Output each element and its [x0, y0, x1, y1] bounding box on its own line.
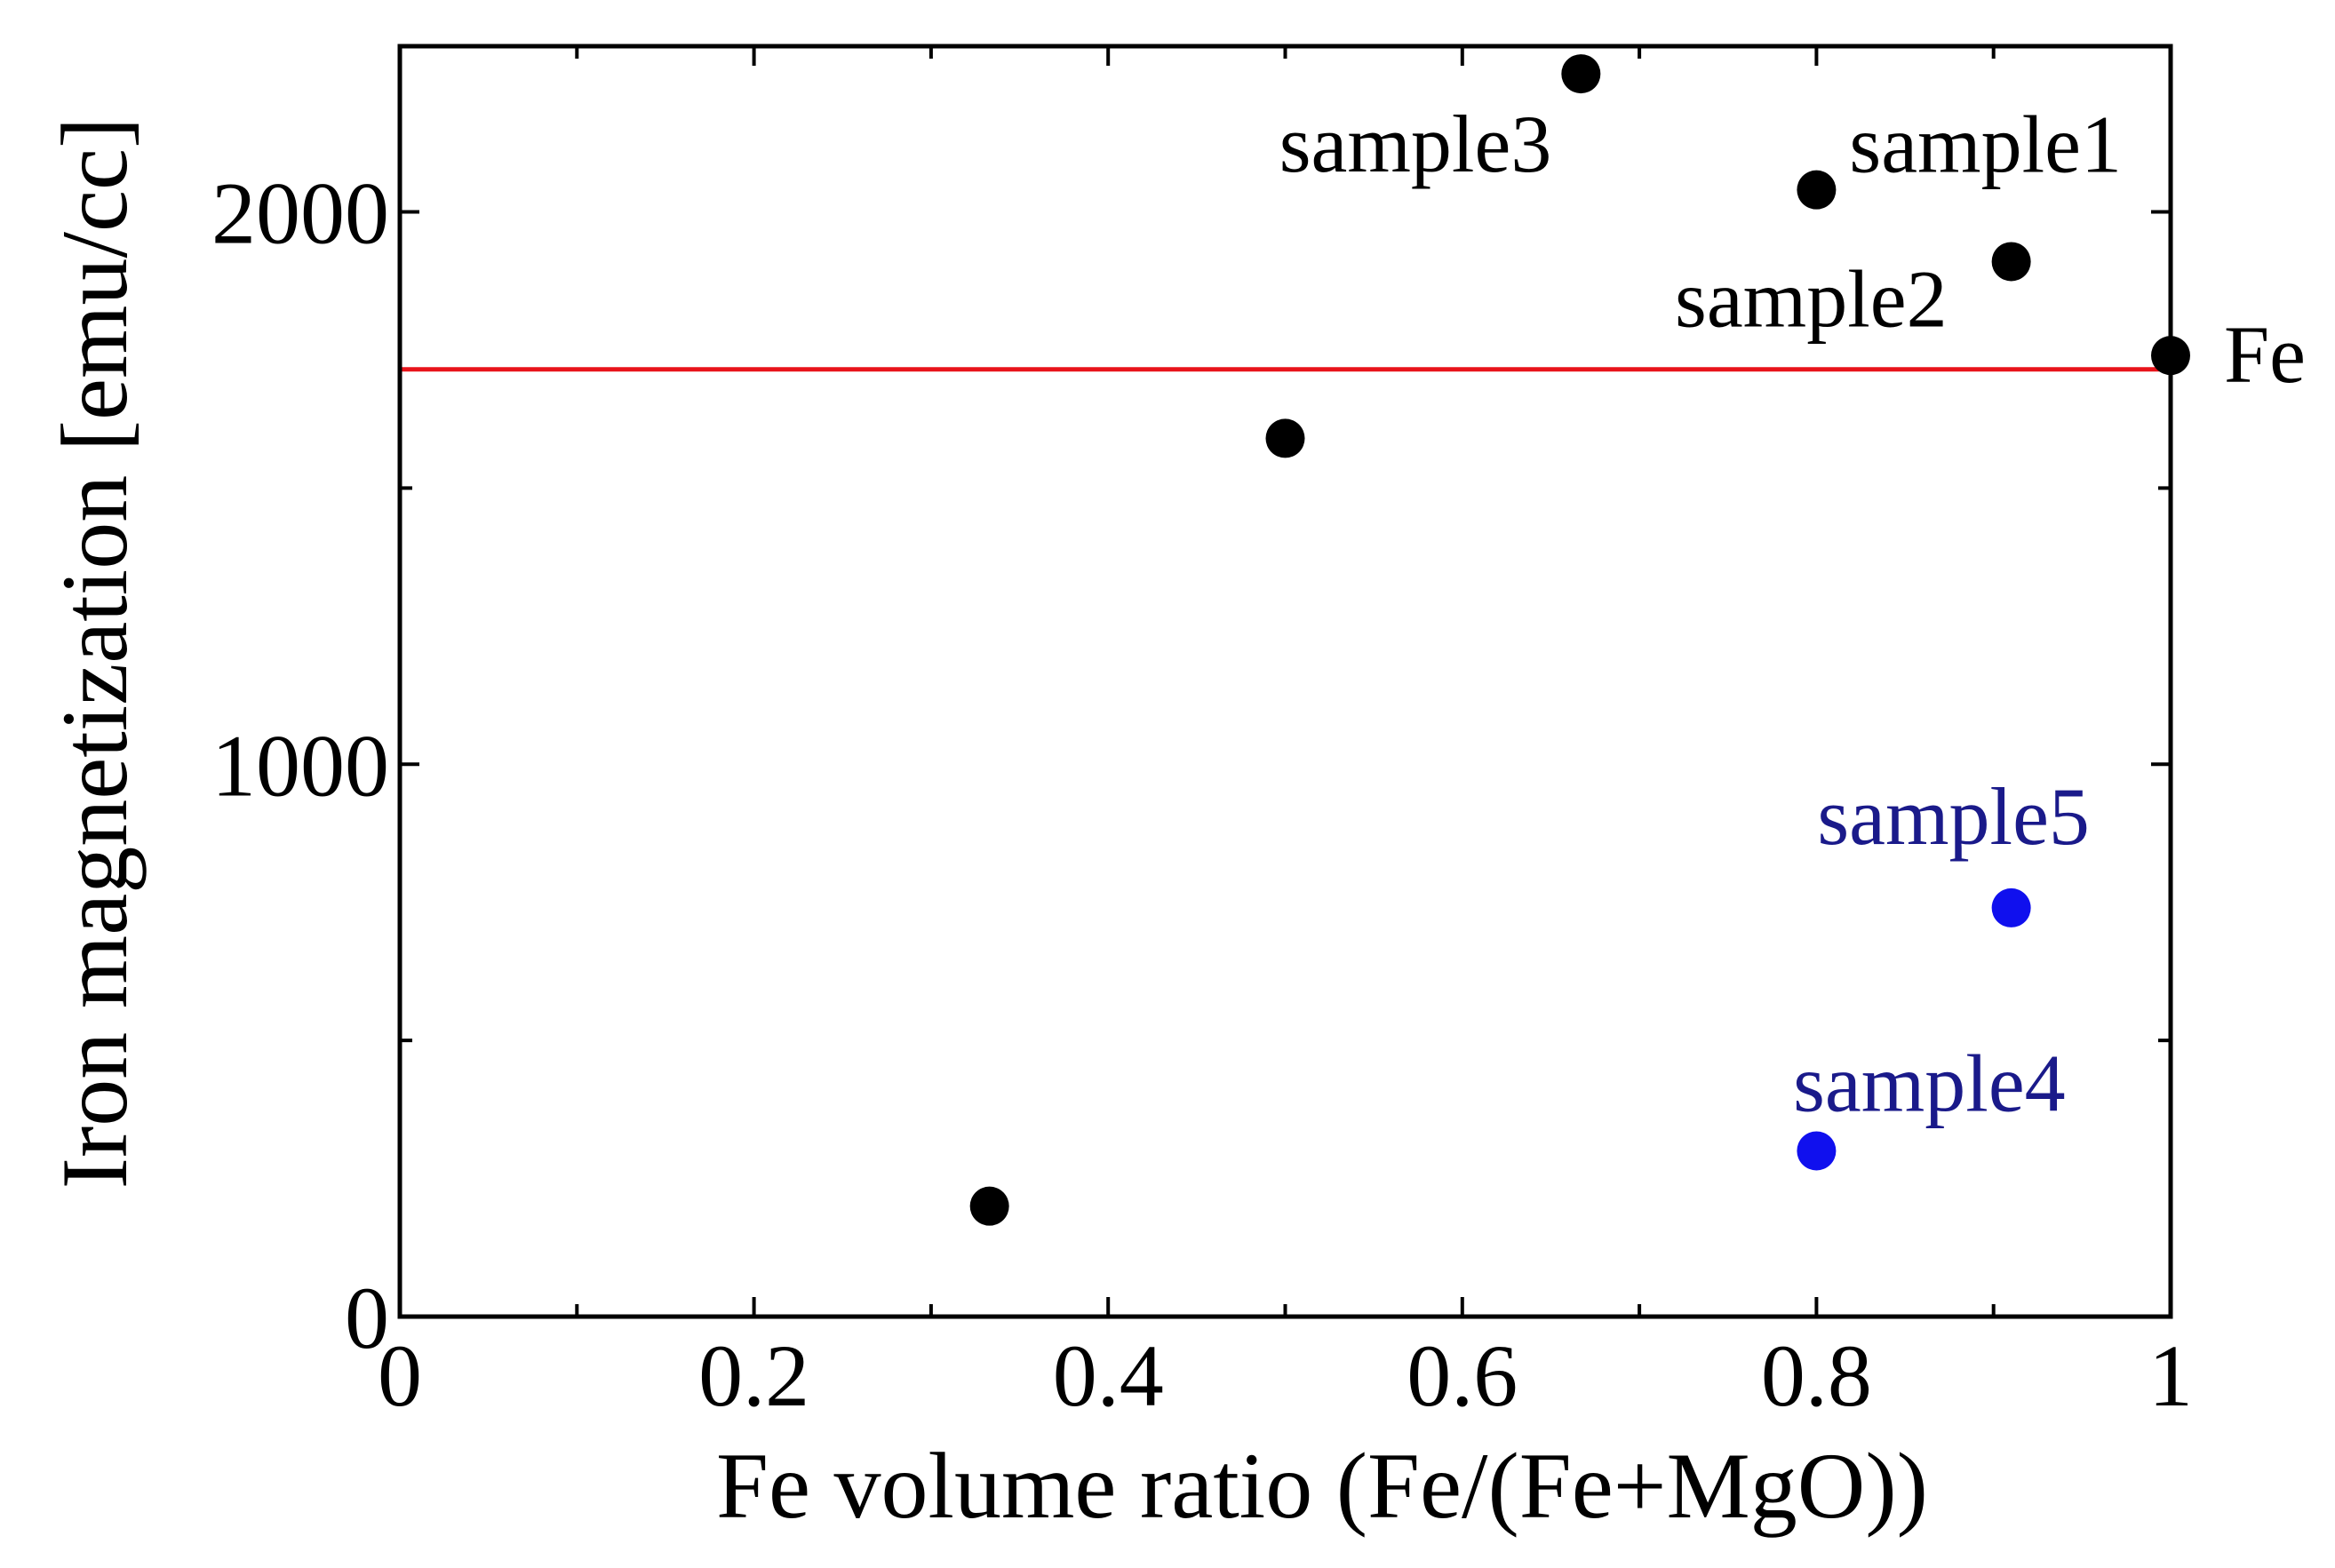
x-tick-label: 0.8: [1761, 1326, 1872, 1425]
y-tick-labels: 0 1000 2000: [211, 164, 389, 1367]
x-tick-labels: 0 0.2 0.4 0.6 0.8 1: [378, 1326, 2193, 1425]
data-point-sample3-black: [1561, 54, 1601, 94]
data-point-sample1-black: [1797, 170, 1837, 210]
point-label-sample4: sample4: [1793, 1038, 2066, 1128]
point-label-sample1: sample1: [1849, 99, 2122, 190]
x-tick-label: 0.4: [1053, 1326, 1164, 1425]
y-tick-label: 0: [345, 1269, 389, 1367]
y-axis-label: Iron magnetization [emu/cc]: [43, 117, 147, 1190]
x-tick-label: 0.6: [1407, 1326, 1518, 1425]
data-point-fe-black: [2151, 336, 2190, 376]
point-label-sample3: sample3: [1279, 99, 1552, 189]
data-point-black: [969, 1186, 1009, 1226]
point-labels: sample3 sample1 sample2 Fe sample4 sample5: [1279, 99, 2306, 1128]
plot-frame: [397, 44, 2173, 1319]
data-point-sample4-blue: [1797, 1131, 1837, 1171]
y-tick-label: 2000: [211, 164, 389, 263]
y-tick-label: 1000: [211, 716, 389, 815]
x-axis-label: Fe volume ratio (Fe/(Fe+MgO)): [716, 1434, 1928, 1538]
x-tick-label: 1: [2148, 1326, 2193, 1425]
data-point-sample5-blue: [1991, 887, 2031, 927]
x-tick-label: 0: [378, 1326, 422, 1425]
data-point-sample2-black: [1991, 242, 2031, 282]
x-tick-label: 0.2: [698, 1326, 809, 1425]
data-points: [969, 54, 2190, 1226]
data-point-black: [1265, 418, 1305, 458]
point-label-sample5: sample5: [1817, 771, 2090, 862]
point-label-fe: Fe: [2224, 309, 2306, 400]
point-label-sample2: sample2: [1675, 253, 1948, 344]
